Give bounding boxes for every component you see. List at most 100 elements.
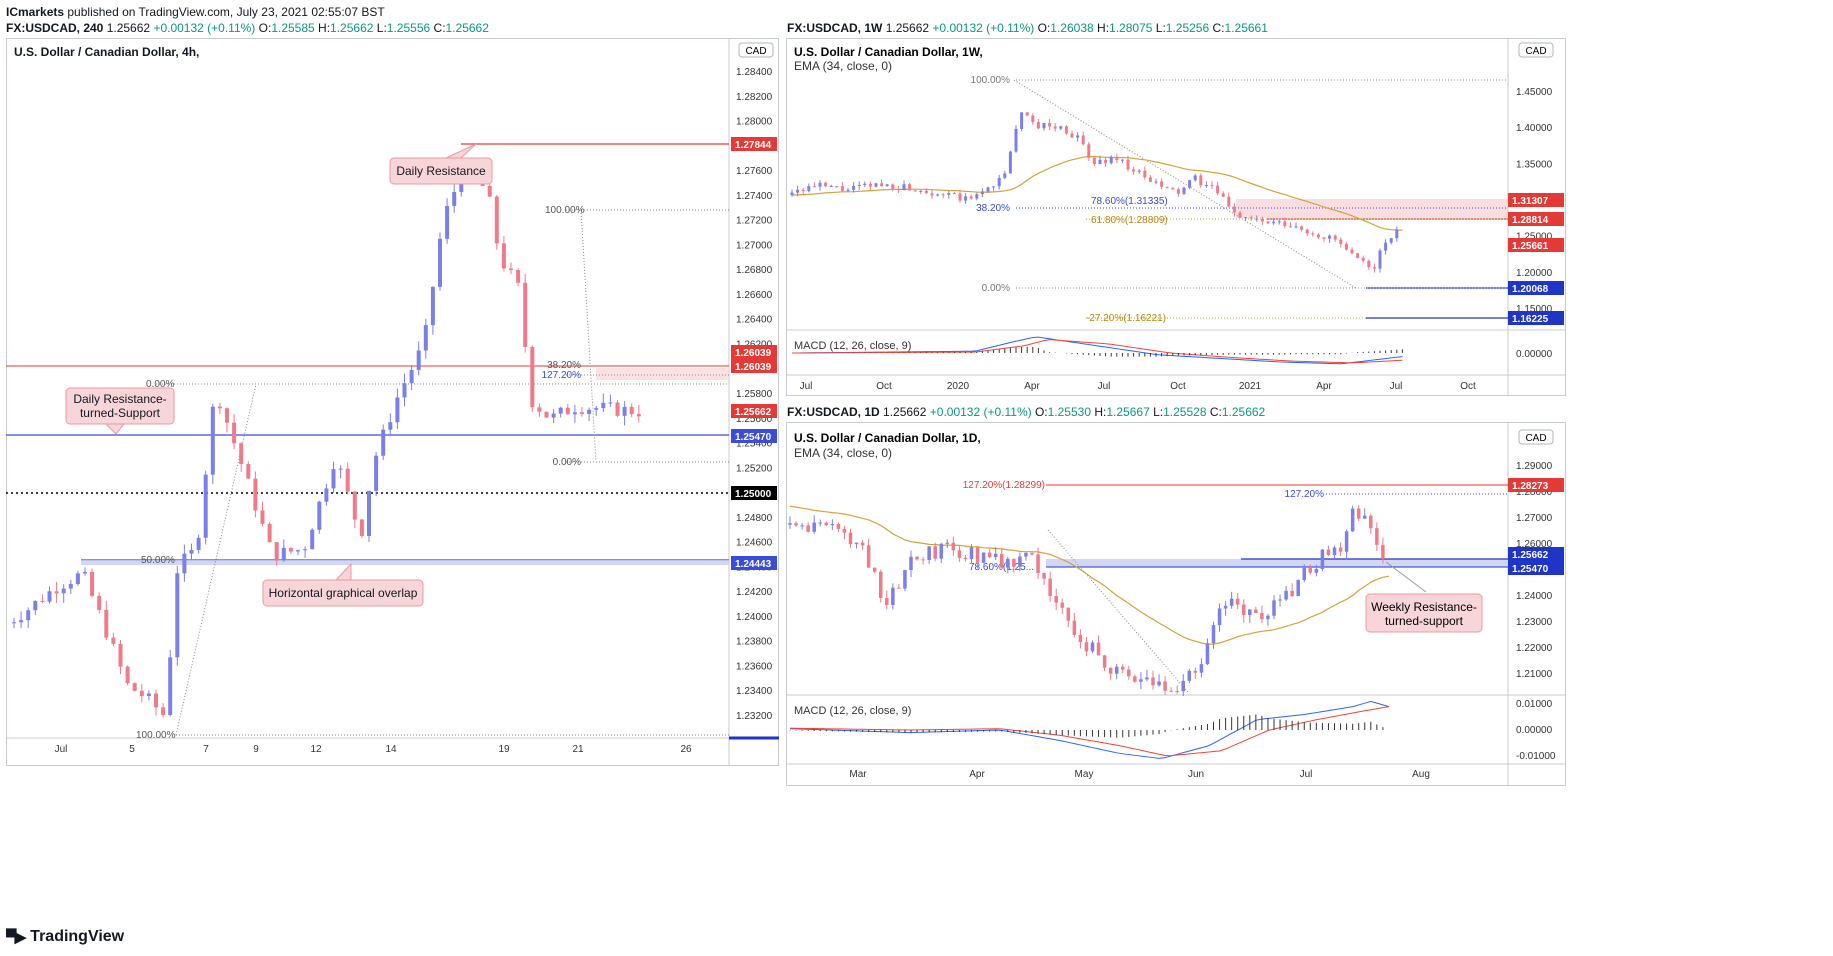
candle [1294,222,1298,229]
candle [125,665,130,686]
candle [1326,545,1331,557]
price-tag: 1.25662 [731,404,777,418]
currency-badge[interactable]: CAD [1518,42,1554,58]
candle [879,569,883,603]
candle [829,184,833,188]
candle [281,539,286,562]
candle [1389,238,1393,245]
candle [338,465,343,479]
candle [796,185,800,197]
candle [1210,181,1214,189]
candle [1143,166,1147,180]
open: 1.25530 [1047,405,1092,419]
price-tick: 1.26200 [736,339,773,350]
time-tick: Apr [1316,381,1332,392]
c-label: C: [433,21,446,35]
price-tick: 1.24000 [1516,591,1553,602]
svg-text:1.25662: 1.25662 [735,407,772,418]
candle [936,193,940,197]
candle [1076,132,1080,142]
price-tick: 1.28400 [736,67,773,78]
time-tick: 19 [498,744,510,755]
candle [1311,231,1315,237]
candle [1204,181,1208,188]
currency-badge[interactable]: CAD [1518,429,1554,445]
candle [1249,215,1253,221]
candle [1369,513,1373,534]
price-tick: 1.40000 [1516,123,1553,134]
candle [1171,187,1175,190]
svg-text:1.27844: 1.27844 [735,140,772,151]
time-tick: 14 [385,744,397,755]
candle [1175,685,1179,695]
chart-weekly[interactable]: U.S. Dollar / Canadian Dollar, 1W, EMA (… [786,38,1566,396]
price-tag: 1.31307 [1508,193,1564,207]
candle [61,584,66,603]
candle [964,193,968,204]
candle [933,542,937,562]
change: +0.00132 (+0.11%) [929,405,1032,419]
last-price: 1.25662 [883,405,927,419]
candle [1165,186,1169,189]
svg-text:turned-support: turned-support [1385,614,1464,628]
candle [1248,608,1252,623]
high: 1.28075 [1109,21,1153,35]
price-tick: 1.25000 [1516,232,1553,243]
candle [40,594,45,604]
macd-tick: 0.00000 [1516,349,1553,360]
candle [1157,674,1161,687]
fib-label: 38.20% [547,360,581,371]
candle [836,522,841,533]
candle [1087,141,1091,161]
candle [1302,564,1306,582]
price-tick: 1.28000 [1516,487,1553,498]
time-tick: Aug [1412,769,1430,780]
candle [992,186,996,192]
candle [1098,155,1102,165]
candle [857,181,861,190]
candle [957,545,962,562]
price-tick: 1.45000 [1516,87,1553,98]
candle [909,550,913,578]
chart-daily[interactable]: U.S. Dollar / Canadian Dollar, 1D, EMA (… [786,422,1566,786]
candle [1272,218,1276,225]
time-tick: Jun [1188,769,1204,780]
candle [866,538,871,568]
fib-label: 127.20%(1.28299) [963,480,1045,491]
candle [1054,588,1058,610]
candle [969,544,974,564]
candle [537,403,542,417]
price-tick: 1.20000 [1516,268,1553,279]
time-tick: Mar [849,769,867,780]
candle [930,189,934,199]
fib-label: 0.00% [146,379,174,390]
candle [423,318,428,359]
tradingview-logo[interactable]: ▀▶ TradingView [6,928,124,946]
macd-title: MACD (12, 26, close, 9) [794,705,911,717]
candle [232,414,237,450]
ema-line [791,155,1403,231]
price-tick: 1.23400 [736,686,773,697]
candle [1090,640,1095,654]
candle [139,684,144,703]
fib-label: 100.00% [545,205,585,216]
candle [47,586,52,604]
candle [1127,665,1131,680]
candle [1255,215,1259,222]
candle [622,401,627,426]
chart-4h[interactable]: U.S. Dollar / Canadian Dollar, 4h, CAD 1… [6,38,779,766]
candle [509,262,513,274]
time-tick: 2021 [1239,381,1262,392]
candle [494,194,499,250]
fib-lines [156,209,729,736]
currency-badge[interactable]: CAD [738,42,774,58]
fib-label: 38.20% [976,203,1010,214]
price-tag: 1.25661 [1508,238,1564,252]
candle [317,500,322,534]
candle [1300,225,1304,232]
h-label: H: [1097,21,1110,35]
candle [68,579,73,594]
candle [902,180,906,191]
candle [558,406,563,418]
price-tick: 1.23800 [736,637,773,648]
